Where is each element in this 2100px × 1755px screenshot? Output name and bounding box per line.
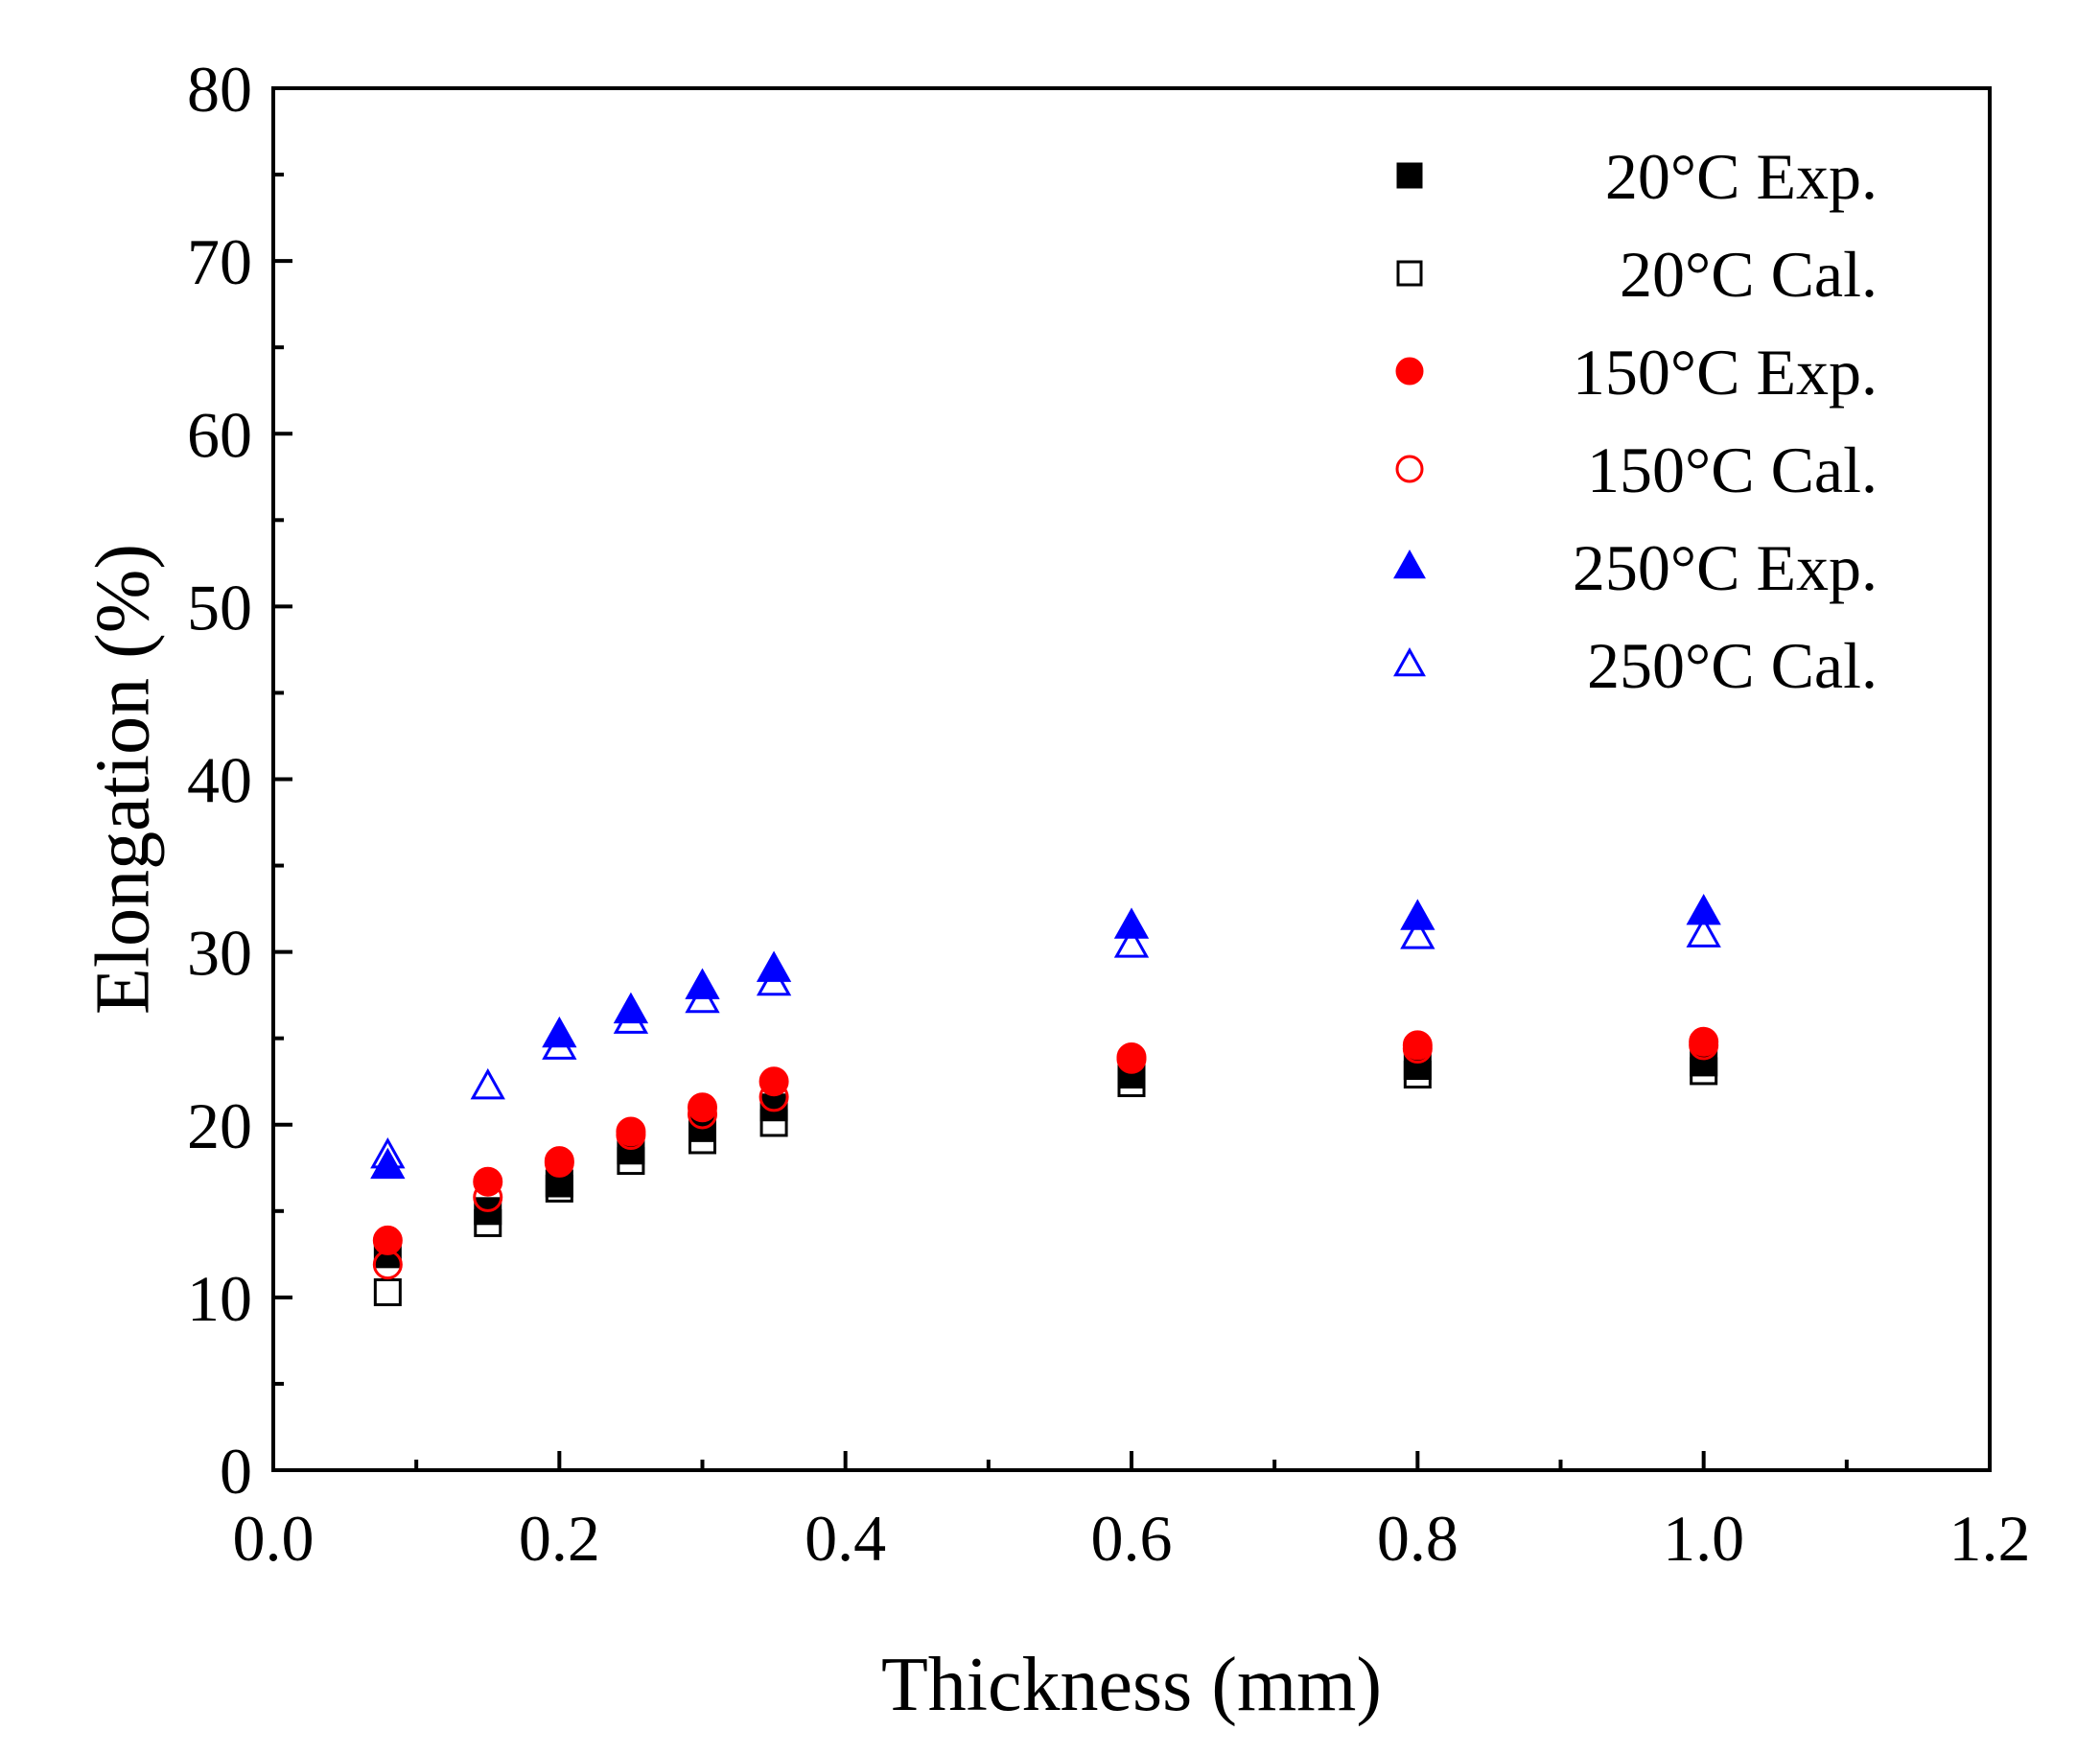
legend-symbol <box>1396 162 1423 189</box>
y-tick-label: 40 <box>187 744 252 817</box>
x-tick-label: 0.8 <box>1377 1502 1458 1575</box>
data-point <box>1400 899 1435 930</box>
data-point <box>758 1082 789 1112</box>
data-point <box>688 1099 717 1130</box>
data-point <box>758 1066 789 1097</box>
y-tick-label: 20 <box>187 1089 252 1162</box>
data-point <box>542 1028 577 1060</box>
data-point <box>616 1120 646 1151</box>
data-point <box>470 1067 505 1100</box>
plot-frame <box>271 86 1992 1472</box>
legend-label: 150°C Cal. <box>1587 433 1878 506</box>
series-2 <box>372 1026 1719 1255</box>
y-tick-label: 60 <box>187 398 252 471</box>
y-tick-label: 10 <box>187 1262 252 1335</box>
data-point <box>685 981 720 1014</box>
data-markers <box>370 894 1721 1306</box>
data-point <box>1402 1033 1433 1064</box>
legend-label: 250°C Exp. <box>1573 531 1878 604</box>
data-point <box>473 1166 503 1197</box>
data-point <box>1689 1030 1719 1061</box>
legend-symbol <box>1396 260 1423 287</box>
legend-label: 20°C Exp. <box>1605 140 1878 213</box>
data-point <box>1116 1043 1147 1074</box>
data-point <box>756 964 792 996</box>
data-point <box>370 1136 406 1169</box>
y-tick-label: 50 <box>187 571 252 644</box>
data-point <box>473 1182 503 1212</box>
y-axis-title: Elongation (%) <box>81 544 165 1015</box>
y-tick-label: 80 <box>187 53 252 126</box>
legend-symbol <box>1393 550 1426 579</box>
x-tick-label: 0.4 <box>805 1502 886 1575</box>
data-point <box>544 1146 574 1177</box>
legend-entry: 150°C Exp. <box>1395 336 1878 409</box>
legend-entry: 150°C Cal. <box>1395 433 1878 506</box>
data-point <box>370 1147 406 1180</box>
data-point <box>613 1002 649 1034</box>
legend-label: 20°C Cal. <box>1620 238 1878 311</box>
legend-symbol <box>1395 357 1424 386</box>
data-point <box>1113 907 1150 939</box>
legend-entry: 250°C Exp. <box>1393 531 1878 604</box>
legend-entry: 20°C Cal. <box>1396 238 1878 311</box>
data-point <box>613 992 649 1024</box>
series-5 <box>370 916 1721 1169</box>
legend-symbol <box>1395 455 1424 483</box>
legend-entry: 250°C Cal. <box>1393 629 1878 702</box>
y-tick-label: 0 <box>220 1435 252 1508</box>
x-tick-label: 0.2 <box>519 1502 600 1575</box>
data-point <box>1686 894 1721 925</box>
data-point <box>372 1250 403 1280</box>
y-tick-label: 30 <box>187 917 252 990</box>
data-point <box>373 1277 402 1306</box>
data-point <box>1113 926 1150 958</box>
x-tick-label: 1.0 <box>1663 1502 1744 1575</box>
legend-entry: 20°C Exp. <box>1396 140 1878 213</box>
legend: 20°C Exp. 20°C Cal. 150°C Exp. 150°C Cal. 25… <box>1393 140 1878 702</box>
legend-symbol <box>1393 647 1426 677</box>
x-tick-label: 0.0 <box>233 1502 315 1575</box>
y-tick-label: 70 <box>187 225 252 298</box>
data-point <box>1400 918 1435 949</box>
x-axis-title: Thickness (mm) <box>881 1643 1382 1727</box>
data-point <box>1686 916 1721 948</box>
data-point <box>688 1092 717 1123</box>
series-3 <box>372 1030 1719 1280</box>
legend-label: 250°C Cal. <box>1587 629 1878 702</box>
tick-labels: 0.0 0.2 0.4 0.6 0.8 1.0 1.2 0 10 20 30 40 50 60 70 80 <box>187 53 2031 1575</box>
x-tick-label: 0.6 <box>1091 1502 1173 1575</box>
legend-label: 150°C Exp. <box>1573 336 1878 409</box>
data-point <box>372 1225 403 1255</box>
x-tick-label: 1.2 <box>1949 1502 2031 1575</box>
